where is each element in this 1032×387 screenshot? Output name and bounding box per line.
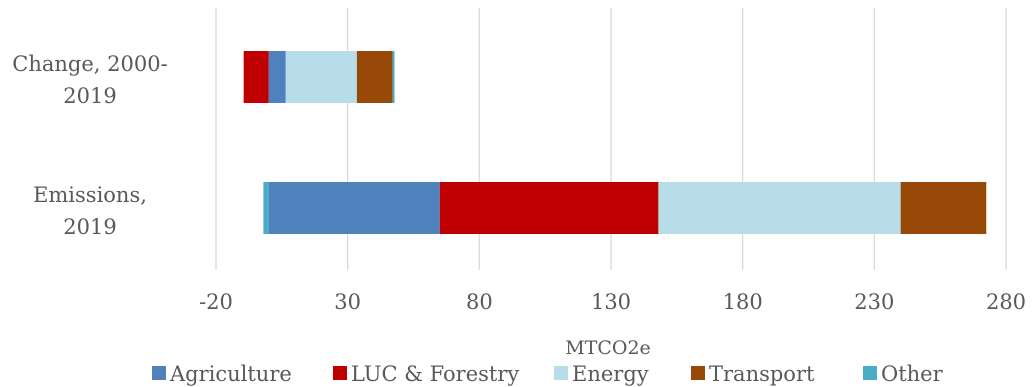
x-tick-label: 230 xyxy=(854,290,894,314)
category-label: Change, 2000- xyxy=(12,52,167,76)
bar-segment-other xyxy=(392,51,395,103)
legend: Agriculture LUC & Forestry Energy Transport… xyxy=(152,362,944,386)
x-tick-label: 280 xyxy=(986,290,1026,314)
x-tick-label: 180 xyxy=(723,290,763,314)
bar-segment-agriculture xyxy=(268,182,440,234)
legend-swatch-transport xyxy=(691,366,705,380)
x-axis-title: MTCO2e xyxy=(565,337,651,359)
bars xyxy=(243,51,987,234)
legend-label-agriculture: Agriculture xyxy=(169,362,292,386)
x-tick-label: 30 xyxy=(334,290,361,314)
category-label: 2019 xyxy=(63,215,116,239)
x-tick-label: 130 xyxy=(591,290,631,314)
legend-label-other: Other xyxy=(881,362,944,386)
x-tick-label: -20 xyxy=(199,290,233,314)
x-tick-labels: -20 30 80 130 180 230 280 xyxy=(199,290,1026,314)
category-labels: Change, 2000- 2019 Emissions, 2019 xyxy=(12,52,167,239)
legend-swatch-energy xyxy=(554,366,568,380)
legend-label-energy: Energy xyxy=(572,362,649,386)
bar-segment-luc-forestry xyxy=(439,182,659,234)
x-tick-label: 80 xyxy=(466,290,493,314)
legend-swatch-agriculture xyxy=(152,366,166,380)
bar-segment-transport xyxy=(900,182,987,234)
bar-segment-agriculture xyxy=(268,51,286,103)
bar-segment-energy xyxy=(658,182,901,234)
bar-segment-transport xyxy=(356,51,393,103)
legend-swatch-luc-forestry xyxy=(333,366,347,380)
category-label: 2019 xyxy=(63,84,116,108)
bar-segment-luc-forestry xyxy=(243,51,269,103)
category-label: Emissions, xyxy=(33,183,147,207)
bar-segment-energy xyxy=(285,51,357,103)
bar-segment-other xyxy=(263,182,269,234)
legend-label-transport: Transport xyxy=(709,362,815,386)
legend-swatch-other xyxy=(863,366,877,380)
legend-label-luc-forestry: LUC & Forestry xyxy=(351,362,519,386)
